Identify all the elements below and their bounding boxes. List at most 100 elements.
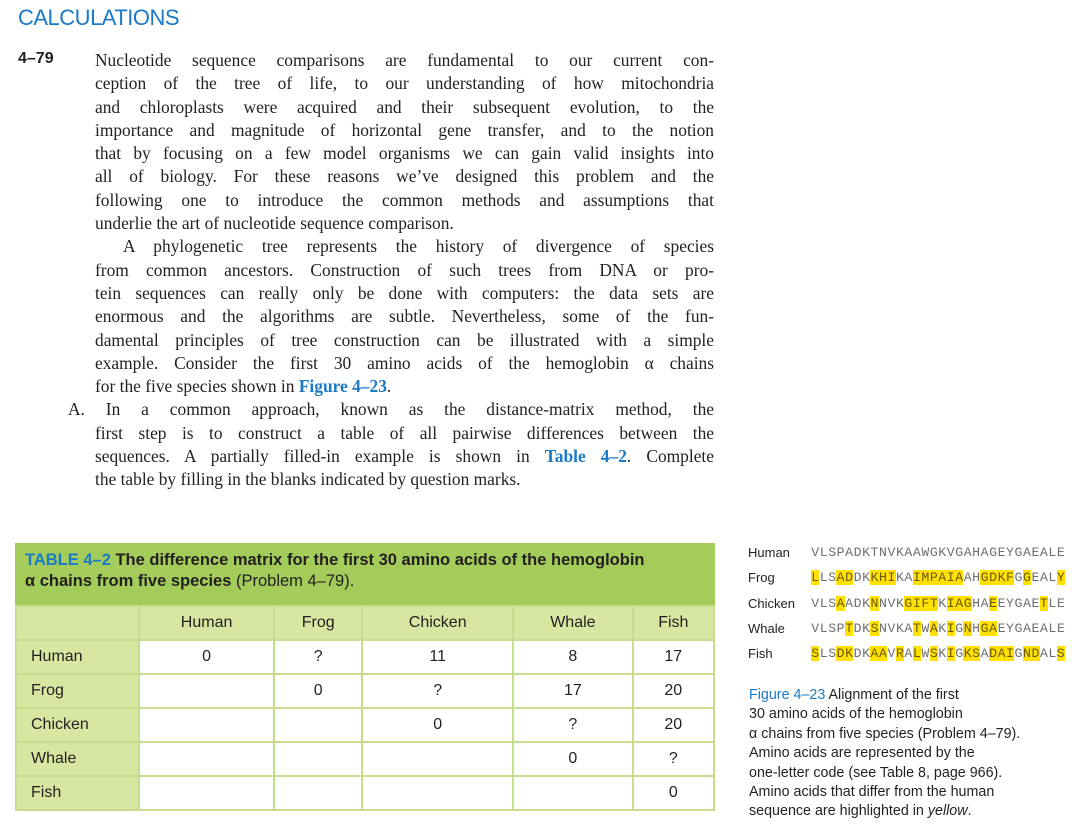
amino-acid: A xyxy=(929,621,939,637)
matrix-cell: ? xyxy=(631,741,716,777)
amino-acid: N xyxy=(879,621,887,637)
amino-acid: W xyxy=(921,621,930,637)
amino-acid: V xyxy=(811,545,820,561)
matrix-cell: 0 xyxy=(273,673,364,709)
alignment-row: Human V L S P A D K T N V K A A W G K V G A H A G E Y G A E A L E xyxy=(748,540,1065,565)
amino-acid: G xyxy=(1014,595,1023,611)
text-segment: tein sequences can really only be done w… xyxy=(95,282,714,303)
text-line: first step is to construct a table of al… xyxy=(95,422,714,445)
matrix-cell: 0 xyxy=(512,741,634,777)
text-segment: following one to introduce the common me… xyxy=(95,189,714,210)
matrix-cell: 20 xyxy=(631,707,716,743)
amino-acid: A xyxy=(980,646,989,662)
amino-acid: Y xyxy=(1056,570,1066,586)
amino-acid: A xyxy=(963,545,972,561)
amino-acid: A xyxy=(904,646,913,662)
amino-acid: A xyxy=(904,545,913,561)
cross-reference-link[interactable]: Figure 4–23 xyxy=(298,376,387,397)
table-row: Human 0? 11 8 17 xyxy=(15,639,716,675)
matrix-cell: 20 xyxy=(631,673,716,709)
species-label: Frog xyxy=(748,570,775,586)
amino-acid: W xyxy=(921,545,930,561)
matrix-cell: 11 xyxy=(361,639,515,675)
text-line: underlie the art of nucleotide sequence … xyxy=(95,212,714,235)
text-line: for the five species shown in Figure 4–2… xyxy=(95,375,714,398)
amino-acid: L xyxy=(912,646,922,662)
text-segment: sequences. A partially filled-in example… xyxy=(95,446,545,467)
amino-acid: E xyxy=(988,595,998,611)
amino-acid: I xyxy=(1005,646,1015,662)
amino-acid: L xyxy=(819,646,828,662)
text-segment: and chloroplasts were acquired and their… xyxy=(95,96,714,117)
amino-acid: A xyxy=(963,570,972,586)
text-line: the table by filling in the blanks indic… xyxy=(95,468,714,491)
amino-acid: L xyxy=(1048,621,1057,637)
amino-acid: S xyxy=(828,545,837,561)
amino-acid: K xyxy=(870,570,879,586)
amino-acid: K xyxy=(862,570,870,586)
amino-acid: P xyxy=(836,621,845,637)
text-segment: importance and magnitude of horizontal g… xyxy=(95,119,714,140)
amino-acid: E xyxy=(1031,545,1040,561)
amino-acid: G xyxy=(1014,545,1023,561)
matrix-cell xyxy=(361,775,515,811)
amino-acid: E xyxy=(1056,595,1065,611)
amino-acid: K xyxy=(895,545,904,561)
text-line: A phylogenetic tree represents the histo… xyxy=(95,235,714,258)
text-segment: that by focusing on a few model organism… xyxy=(95,143,714,164)
matrix-cell: 0 xyxy=(361,707,515,743)
caption-end: . xyxy=(967,803,972,820)
caption-line: Amino acids are represented by the xyxy=(749,745,975,762)
caption-line: 30 amino acids of the hemoglobin xyxy=(749,706,963,723)
amino-acid: H xyxy=(878,570,888,586)
amino-acid: L xyxy=(1048,545,1057,561)
amino-acid: S xyxy=(811,646,820,662)
amino-acid: K xyxy=(895,621,904,637)
amino-acid: S xyxy=(828,570,837,586)
amino-acid: F xyxy=(1005,570,1015,586)
amino-acid: G xyxy=(955,646,964,662)
amino-acid: E xyxy=(1031,621,1040,637)
row-header: Human xyxy=(15,639,140,675)
amino-acid: K xyxy=(997,570,1006,586)
table-title: TABLE 4–2 The difference matrix for the … xyxy=(15,543,715,605)
text-line: tein sequences can really only be done w… xyxy=(95,282,714,305)
table-title-text: The difference matrix for the first 30 a… xyxy=(110,551,645,569)
amino-acid: E xyxy=(1031,570,1040,586)
difference-matrix-table: TABLE 4–2 The difference matrix for the … xyxy=(15,543,716,811)
table-row: Chicken 0? 20 xyxy=(15,707,716,743)
amino-acid: I xyxy=(946,646,955,662)
row-header: Fish xyxy=(15,775,140,811)
alignment-row: Frog L L S A D D K K H I K A I M P A I A A H G D K F G G E A L Y xyxy=(748,565,1066,590)
column-header: Human xyxy=(137,605,276,641)
text-segment: enormous and the algorithms are subtle. … xyxy=(95,306,714,327)
amino-acid: D xyxy=(853,595,862,611)
matrix-cell: 17 xyxy=(631,639,716,675)
amino-acid: A xyxy=(980,595,989,611)
text-line: sequences. A partially filled-in example… xyxy=(95,445,714,468)
amino-acid: E xyxy=(1056,621,1065,637)
text-line: importance and magnitude of horizontal g… xyxy=(95,119,714,142)
column-header: Frog xyxy=(273,605,364,641)
amino-acid: D xyxy=(853,621,862,637)
amino-acid: I xyxy=(946,621,955,637)
amino-acid: D xyxy=(988,646,998,662)
amino-acid: N xyxy=(963,621,972,637)
amino-acid: E xyxy=(1056,545,1065,561)
amino-acid: K xyxy=(862,646,870,662)
table-title-text-2: α chains from five species xyxy=(25,572,232,590)
amino-acid: E xyxy=(997,595,1006,611)
amino-acid: V xyxy=(811,595,820,611)
amino-acid: A xyxy=(904,570,913,586)
cross-reference-link[interactable]: Table 4–2 xyxy=(544,446,627,467)
matrix-cell: ? xyxy=(512,707,634,743)
amino-acid: D xyxy=(853,545,862,561)
amino-acid: A xyxy=(870,646,879,662)
text-segment: the table by filling in the blanks indic… xyxy=(95,469,521,490)
text-segment: A. In a common approach, known as the di… xyxy=(68,399,714,420)
amino-acid: P xyxy=(929,570,939,586)
amino-acid: L xyxy=(1048,595,1057,611)
text-line: following one to introduce the common me… xyxy=(95,189,714,212)
